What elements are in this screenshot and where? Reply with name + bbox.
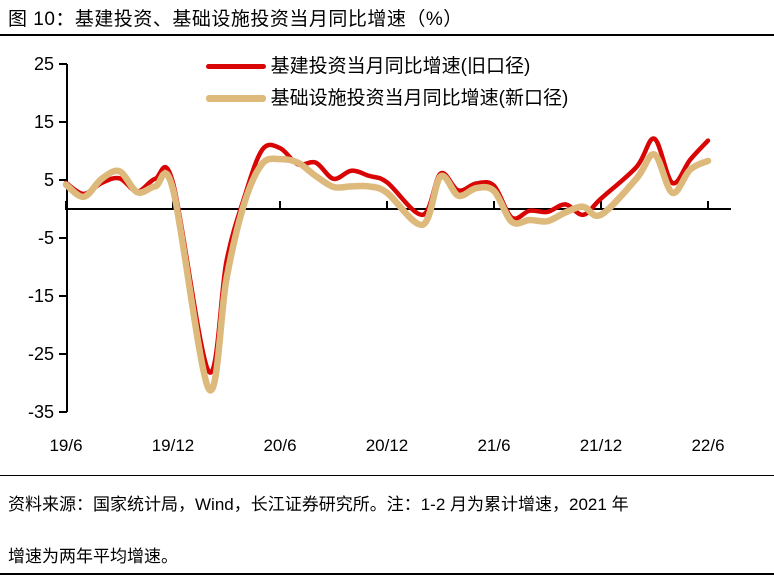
source-note-line-2: 增速为两年平均增速。: [8, 546, 178, 566]
y-tick-label: -35: [28, 402, 54, 422]
x-tick-label: 19/12: [152, 436, 195, 455]
y-tick-label: 15: [34, 112, 54, 132]
source-note-line-1: 资料来源：国家统计局，Wind，长江证券研究所。注：1-2 月为累计增速，202…: [8, 494, 629, 514]
x-tick-label: 22/6: [691, 436, 724, 455]
title-divider: [0, 34, 774, 36]
figure-title: 图 10：基建投资、基础设施投资当月同比增速（%）: [8, 8, 463, 30]
x-tick-label: 19/6: [49, 436, 82, 455]
y-tick-label: -5: [38, 228, 54, 248]
chart-footer-divider: [0, 475, 774, 476]
y-tick-label: -25: [28, 344, 54, 364]
x-tick-label: 21/6: [477, 436, 510, 455]
y-tick-label: 25: [34, 54, 54, 74]
x-tick-label: 20/6: [263, 436, 296, 455]
series-line-new-caliber: [62, 151, 712, 394]
chart-canvas: 25 15 5 -5 -15 -25 -35 19/6 19/12 20/6 20/12 21/6 21…: [28, 54, 731, 455]
y-tick-label: 5: [44, 170, 54, 190]
source-note: 资料来源：国家统计局，Wind，长江证券研究所。注：1-2 月为累计增速，202…: [0, 476, 774, 573]
x-tick-label: 20/12: [366, 436, 409, 455]
bottom-border: [0, 573, 774, 575]
line-chart: 25 15 5 -5 -15 -25 -35 19/6 19/12 20/6 20/12 21/6 21…: [0, 36, 774, 475]
y-tick-label: -15: [28, 286, 54, 306]
x-tick-label: 21/12: [580, 436, 623, 455]
